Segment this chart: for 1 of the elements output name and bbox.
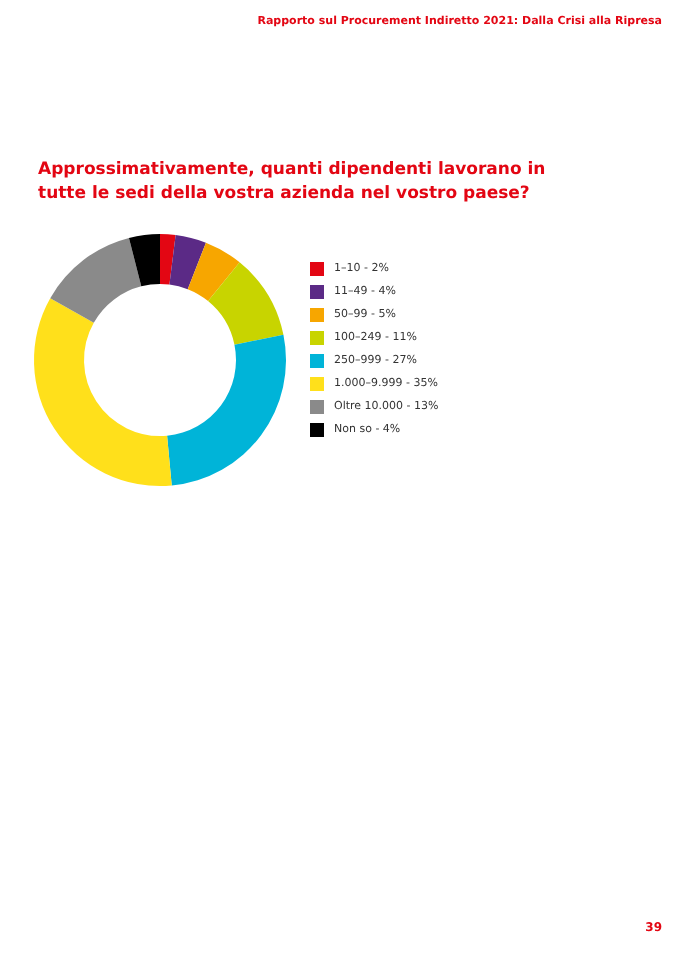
chart-title: Approssimativamente, quanti dipendenti lavorano in tutte le sedi della vostra azienda nel vostro paese? [38, 160, 552, 204]
